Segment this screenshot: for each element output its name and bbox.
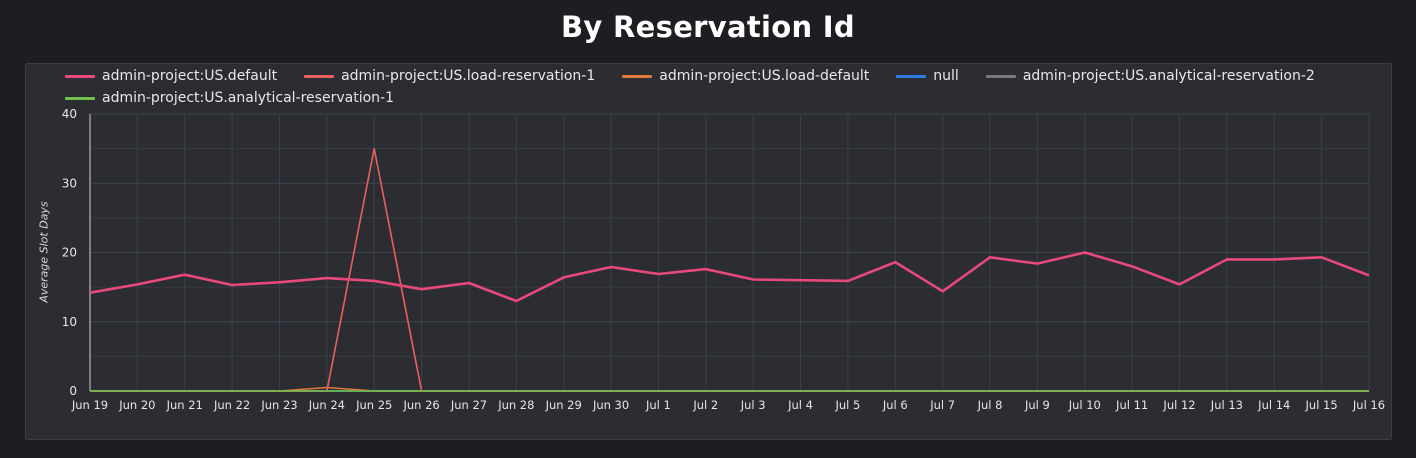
x-tick-label: Jul 8 <box>977 398 1003 412</box>
legend-swatch <box>622 74 653 78</box>
x-tick-label: Jul 13 <box>1210 398 1243 412</box>
x-tick-label: Jul 14 <box>1257 398 1290 412</box>
legend-label: admin-project:US.analytical-reservation-… <box>1022 68 1315 84</box>
x-tick-label: Jun 22 <box>213 398 250 412</box>
legend-swatch <box>65 74 95 78</box>
legend-item[interactable]: admin-project:US.load-reservation-1 <box>304 66 595 86</box>
x-tick-label: Jul 12 <box>1162 398 1195 412</box>
legend-swatch <box>985 74 1016 78</box>
x-tick-label: Jun 25 <box>355 398 392 412</box>
x-tick-label: Jul 4 <box>787 398 813 412</box>
x-tick-label: Jul 11 <box>1115 398 1148 412</box>
x-tick-label: Jul 5 <box>834 398 860 412</box>
legend-item[interactable]: admin-project:US.analytical-reservation-… <box>65 88 394 108</box>
legend-label: admin-project:US.load-default <box>659 68 870 84</box>
x-tick-label: Jun 24 <box>308 398 345 412</box>
x-tick-label: Jul 15 <box>1305 398 1338 412</box>
x-tick-label: Jun 28 <box>497 398 534 412</box>
legend-label: admin-project:US.load-reservation-1 <box>341 68 596 84</box>
legend-label: admin-project:US.default <box>102 68 278 84</box>
legend-label: null <box>933 68 959 84</box>
chart-legend: admin-project:US.default admin-project:US… <box>65 66 1365 108</box>
legend-item[interactable]: null <box>896 66 959 86</box>
x-tick-label: Jun 30 <box>592 398 629 412</box>
x-tick-label: Jun 23 <box>260 398 297 412</box>
x-tick-label: Jul 6 <box>882 398 908 412</box>
chart-title: By Reservation Id <box>561 10 855 44</box>
x-tick-label: Jun 27 <box>450 398 487 412</box>
legend-item[interactable]: admin-project:US.analytical-reservation-… <box>985 66 1315 86</box>
legend-swatch <box>65 96 95 100</box>
x-tick-label: Jun 21 <box>166 398 203 412</box>
x-tick-label: Jun 19 <box>71 398 108 412</box>
series-line <box>90 147 1369 392</box>
y-tick-label: 20 <box>62 246 77 260</box>
x-tick-label: Jul 2 <box>692 398 718 412</box>
legend-swatch <box>896 74 927 78</box>
y-tick-label: 10 <box>62 315 77 329</box>
x-tick-label: Jun 20 <box>118 398 155 412</box>
legend-swatch <box>304 74 335 78</box>
chart-panel <box>25 63 1392 440</box>
x-tick-label: Jul 3 <box>740 398 766 412</box>
x-tick-label: Jul 1 <box>645 398 671 412</box>
series-line <box>89 251 1370 303</box>
legend-label: admin-project:US.analytical-reservation-… <box>102 90 394 106</box>
x-tick-label: Jul 7 <box>929 398 955 412</box>
legend-item[interactable]: admin-project:US.default <box>65 66 277 86</box>
y-tick-label: 30 <box>62 176 77 190</box>
x-tick-label: Jul 16 <box>1352 398 1385 412</box>
y-tick-label: 0 <box>69 384 77 398</box>
x-tick-label: Jul 9 <box>1024 398 1050 412</box>
x-tick-label: Jun 26 <box>402 398 439 412</box>
x-tick-label: Jun 29 <box>545 398 582 412</box>
y-tick-label: 40 <box>62 107 77 121</box>
x-tick-label: Jul 10 <box>1068 398 1101 412</box>
legend-item[interactable]: admin-project:US.load-default <box>622 66 869 86</box>
